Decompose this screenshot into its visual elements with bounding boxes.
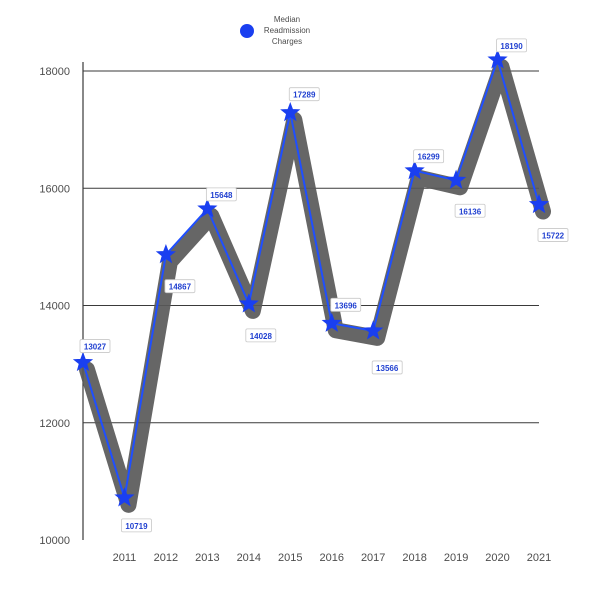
legend-label-line-2: Readmission	[264, 26, 310, 35]
x-tick-label: 2014	[237, 552, 261, 564]
series-shadow-path	[79, 58, 551, 513]
data-label: 10719	[121, 518, 152, 533]
data-point-star	[528, 193, 550, 214]
x-tick-label: 2021	[527, 552, 551, 564]
x-tick-label: 2018	[402, 552, 426, 564]
data-label: 15648	[205, 187, 237, 202]
data-point-star	[238, 293, 259, 313]
data-label-text: 14867	[169, 283, 192, 292]
legend: Median Readmission Charges	[240, 15, 310, 46]
data-label-box	[79, 339, 111, 353]
data-label: 18190	[496, 38, 527, 53]
x-tick-label: 2016	[319, 552, 343, 564]
data-point-star	[404, 160, 425, 180]
series-line	[82, 58, 540, 499]
data-point-star	[321, 312, 342, 332]
x-tick-label: 2011	[113, 552, 137, 564]
data-point-star	[445, 169, 467, 189]
data-label-text: 10719	[125, 522, 148, 531]
x-tick-label: 2017	[361, 552, 385, 564]
data-label: 16136	[454, 203, 486, 218]
y-tick-label: 12000	[39, 418, 70, 430]
data-label-text: 17289	[293, 91, 316, 100]
data-point-star	[487, 49, 508, 69]
legend-marker	[240, 24, 254, 38]
data-label-box	[496, 38, 527, 53]
series-line-path	[82, 58, 540, 499]
data-label: 16299	[413, 149, 445, 164]
series-markers	[72, 49, 550, 507]
y-tick-label: 16000	[39, 183, 70, 195]
data-point-star	[155, 244, 177, 264]
data-point-star	[280, 102, 301, 122]
data-label-box	[330, 297, 362, 312]
data-labels: 13027 10719 14867 15648 14028 17289 13696 13566…	[79, 38, 569, 533]
data-point-star	[363, 320, 384, 340]
y-tick-label: 18000	[39, 66, 70, 78]
data-label-box	[121, 518, 152, 533]
data-label-box	[413, 149, 445, 164]
data-label-box	[164, 279, 196, 294]
series-shadow	[79, 58, 551, 513]
data-label-text: 15722	[542, 232, 565, 241]
data-label-text: 16299	[418, 153, 441, 162]
data-label-box	[537, 228, 569, 242]
data-label-text: 13027	[84, 343, 107, 352]
data-label-text: 14028	[250, 332, 273, 341]
data-label-box	[371, 360, 403, 375]
data-point-star	[114, 487, 135, 507]
data-label-text: 13566	[376, 364, 399, 373]
data-label: 17289	[288, 87, 320, 102]
data-label: 13027	[79, 339, 111, 353]
data-label-box	[245, 328, 277, 343]
data-label-box	[288, 87, 320, 102]
x-tick-label: 2013	[195, 552, 219, 564]
x-tick-label: 2015	[278, 552, 302, 564]
y-tick-labels: 10000 12000 14000 16000 18000	[39, 66, 70, 547]
legend-label-line-3: Charges	[272, 37, 302, 46]
x-tick-label: 2019	[444, 552, 468, 564]
x-tick-label: 2012	[154, 552, 178, 564]
data-label-text: 15648	[210, 191, 233, 200]
data-label: 14867	[164, 279, 196, 294]
data-point-star	[197, 198, 218, 218]
legend-label-line-1: Median	[274, 15, 300, 24]
x-tick-label: 2020	[485, 552, 509, 564]
data-label-text: 16136	[459, 207, 482, 216]
x-tick-labels: 2011 2012 2013 2014 2015 2016 2017 2018 2019 2020…	[113, 552, 552, 564]
data-label: 13696	[330, 297, 362, 312]
y-tick-label: 14000	[39, 301, 70, 313]
data-label: 14028	[245, 328, 277, 343]
y-tick-label: 10000	[39, 535, 70, 547]
data-label-text: 13696	[335, 301, 358, 310]
data-label: 13566	[371, 360, 403, 375]
data-label-text: 18190	[500, 42, 523, 51]
data-label-box	[454, 203, 486, 218]
data-point-star	[72, 351, 94, 372]
data-label-box	[205, 187, 237, 202]
data-label: 15722	[537, 228, 569, 242]
